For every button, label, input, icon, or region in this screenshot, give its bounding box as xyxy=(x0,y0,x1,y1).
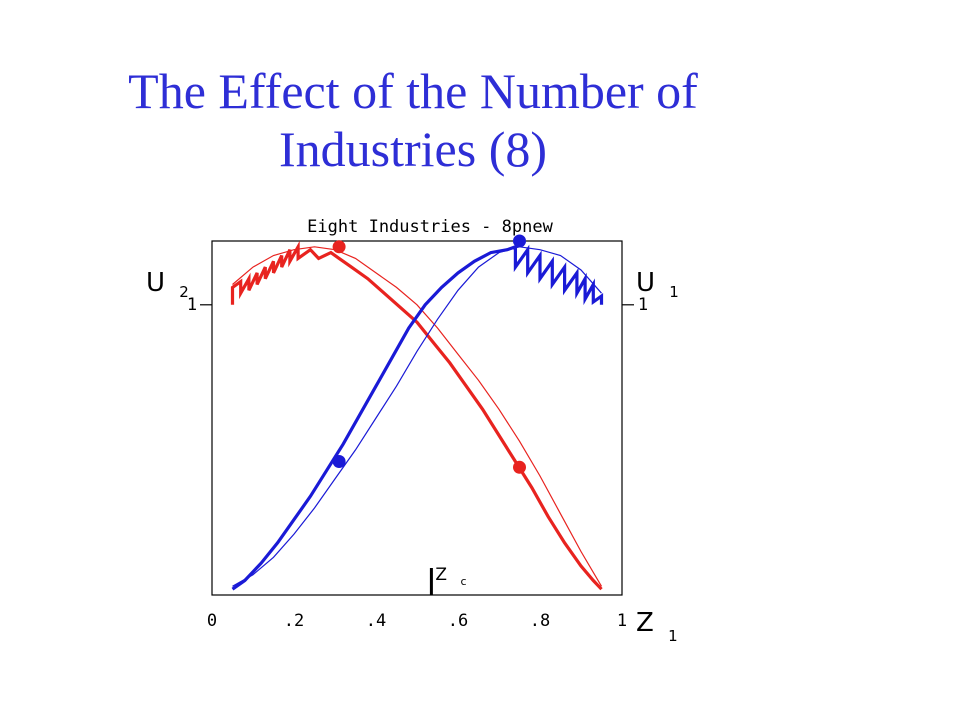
series-red-smooth-thin xyxy=(232,246,603,587)
series-red-jagged-thick xyxy=(230,240,603,591)
marker-red-0 xyxy=(332,240,346,254)
slide-title: The Effect of the Number of Industries (… xyxy=(0,62,826,178)
marker-red-3 xyxy=(513,460,526,474)
x-tick-label: .8 xyxy=(530,611,550,631)
series-blue-smooth-thin xyxy=(232,246,602,587)
y-tick-left-label: 1 xyxy=(187,295,197,315)
x-tick-label: .6 xyxy=(448,611,468,631)
marker-blue-1 xyxy=(513,234,526,248)
x-axis-label-sub: 1 xyxy=(668,627,678,645)
right-axis-label-sub: 1 xyxy=(669,283,679,301)
zc-label-main: Z xyxy=(435,565,447,585)
x-tick-layer: 0 .2 .4 .6 .8 1 xyxy=(207,611,627,631)
x-tick-label: 1 xyxy=(617,611,627,631)
plot-frame xyxy=(211,240,623,596)
chart-title: Eight Industries - 8pnew xyxy=(307,217,553,237)
right-axis-label: U 1 xyxy=(636,268,679,301)
series-layer xyxy=(230,240,604,591)
left-axis-label-main: U xyxy=(146,268,165,298)
slide-title-line2: Industries (8) xyxy=(279,121,547,177)
x-tick-label: .4 xyxy=(366,611,386,631)
x-axis-label: Z 1 xyxy=(636,608,678,645)
x-tick-label: 0 xyxy=(207,611,217,631)
y-tick-right-label: 1 xyxy=(638,295,648,315)
marker-blue-2 xyxy=(332,455,346,468)
marker-layer xyxy=(332,234,526,474)
x-tick-label: .2 xyxy=(284,611,304,631)
series-blue-jagged-thick xyxy=(231,244,604,591)
zc-label-sub: c xyxy=(460,575,466,588)
zc-label: Z c xyxy=(435,565,466,588)
left-axis-label: U 2 xyxy=(146,268,189,301)
x-axis-label-main: Z xyxy=(636,608,654,638)
left-axis-label-sub: 2 xyxy=(179,283,189,301)
slide-title-line1: The Effect of the Number of xyxy=(128,63,698,119)
right-axis-label-main: U xyxy=(636,268,655,298)
